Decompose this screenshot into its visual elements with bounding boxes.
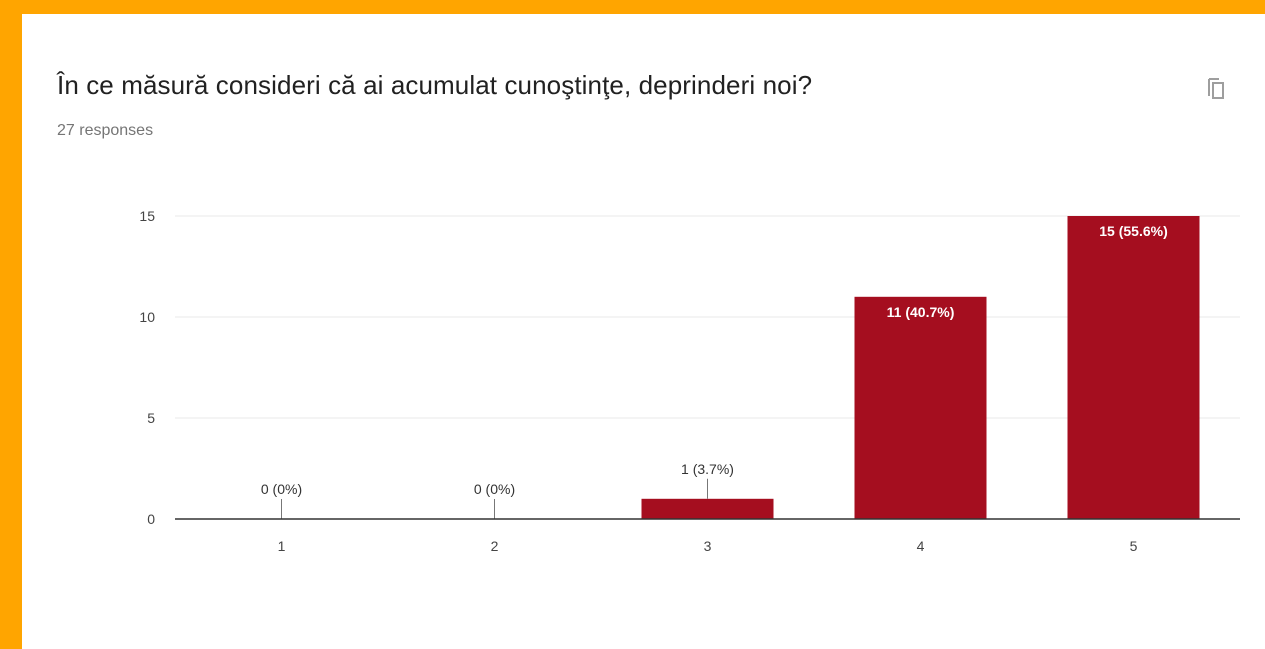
x-tick-label: 5 [1130, 538, 1138, 554]
copy-icon [1208, 78, 1224, 99]
data-label: 0 (0%) [474, 481, 515, 497]
y-tick-label: 0 [147, 511, 155, 527]
x-tick-label: 1 [278, 538, 286, 554]
y-tick-label: 15 [139, 208, 155, 224]
x-tick-label: 4 [917, 538, 925, 554]
y-tick-label: 10 [139, 309, 155, 325]
chart-card: În ce măsură consideri că ai acumulat cu… [22, 14, 1265, 649]
x-tick-label: 2 [491, 538, 499, 554]
x-tick-label: 3 [704, 538, 712, 554]
y-tick-label: 5 [147, 410, 155, 426]
copy-chart-button[interactable] [1202, 72, 1232, 102]
data-label: 0 (0%) [261, 481, 302, 497]
bar [854, 296, 987, 519]
data-label: 15 (55.6%) [1099, 223, 1167, 239]
question-title: În ce măsură consideri că ai acumulat cu… [57, 70, 813, 100]
data-label: 11 (40.7%) [887, 304, 955, 320]
response-count: 27 responses [57, 122, 154, 139]
data-label: 1 (3.7%) [681, 461, 734, 477]
bar [1067, 216, 1200, 519]
bar [641, 498, 774, 519]
